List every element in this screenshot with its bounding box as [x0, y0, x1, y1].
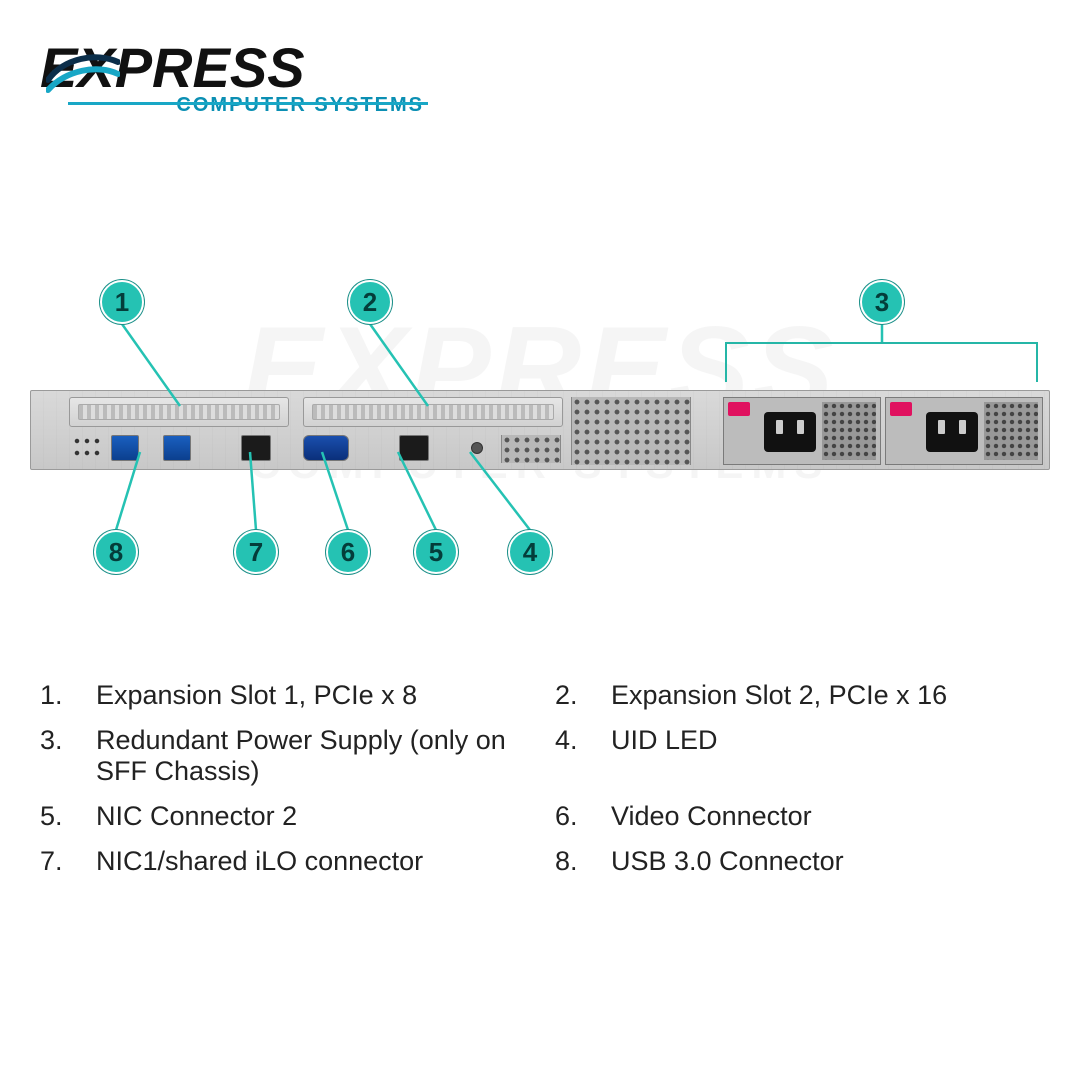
psu-bracket: [725, 342, 1038, 382]
legend-text: Redundant Power Supply (only on SFF Chas…: [96, 725, 525, 787]
power-plug-icon: [764, 412, 816, 452]
legend-row: 2.Expansion Slot 2, PCIe x 16: [555, 680, 1040, 711]
legend-row: 8.USB 3.0 Connector: [555, 846, 1040, 877]
legend-row: 3.Redundant Power Supply (only on SFF Ch…: [40, 725, 525, 787]
nic-port-1: [241, 435, 271, 461]
psu-handle-icon: [728, 402, 750, 416]
brand-underline: [68, 102, 428, 105]
legend-text: NIC Connector 2: [96, 801, 525, 832]
legend-num: 8.: [555, 846, 611, 877]
legend-text: USB 3.0 Connector: [611, 846, 1040, 877]
legend-num: 4.: [555, 725, 611, 787]
legend-text: Expansion Slot 2, PCIe x 16: [611, 680, 1040, 711]
legend-row: 5.NIC Connector 2: [40, 801, 525, 832]
legend-text: NIC1/shared iLO connector: [96, 846, 525, 877]
legend-text: Video Connector: [611, 801, 1040, 832]
legend-num: 2.: [555, 680, 611, 711]
legend-grid: 1.Expansion Slot 1, PCIe x 8 2.Expansion…: [40, 680, 1040, 877]
legend-row: 1.Expansion Slot 1, PCIe x 8: [40, 680, 525, 711]
legend-num: 5.: [40, 801, 96, 832]
callout-badge-6: 6: [326, 530, 370, 574]
expansion-slot-2: [303, 397, 563, 427]
legend-num: 1.: [40, 680, 96, 711]
legend-row: 6.Video Connector: [555, 801, 1040, 832]
callout-badge-2: 2: [348, 280, 392, 324]
brand-name: EXPRESS: [40, 40, 430, 96]
vent-dots-icon: [71, 435, 107, 461]
server-rear-diagram: 1 2 3 4 5 6 7 8: [30, 280, 1050, 620]
callout-badge-7: 7: [234, 530, 278, 574]
psu-grill-icon: [822, 402, 876, 460]
brand-logo: EXPRESS COMPUTER SYSTEMS: [40, 40, 430, 117]
legend-num: 6.: [555, 801, 611, 832]
legend-num: 7.: [40, 846, 96, 877]
uid-led: [471, 442, 483, 454]
legend-row: 7.NIC1/shared iLO connector: [40, 846, 525, 877]
vent-panel-1: [501, 435, 561, 463]
expansion-slot-1: [69, 397, 289, 427]
callout-badge-5: 5: [414, 530, 458, 574]
legend-num: 3.: [40, 725, 96, 787]
psu-handle-icon: [890, 402, 912, 416]
legend-text: UID LED: [611, 725, 1040, 787]
callout-badge-3: 3: [860, 280, 904, 324]
callout-badge-1: 1: [100, 280, 144, 324]
psu-1: [723, 397, 881, 465]
usb-port-1: [111, 435, 139, 461]
server-chassis: [30, 390, 1050, 470]
usb-port-2: [163, 435, 191, 461]
vga-port: [303, 435, 349, 461]
legend-row: 4.UID LED: [555, 725, 1040, 787]
psu-grill-icon: [984, 402, 1038, 460]
psu-bay: [723, 397, 1043, 465]
vent-panel-2: [571, 397, 691, 465]
callout-badge-8: 8: [94, 530, 138, 574]
power-plug-icon: [926, 412, 978, 452]
callout-badge-4: 4: [508, 530, 552, 574]
nic-port-2: [399, 435, 429, 461]
legend-text: Expansion Slot 1, PCIe x 8: [96, 680, 525, 711]
psu-2: [885, 397, 1043, 465]
